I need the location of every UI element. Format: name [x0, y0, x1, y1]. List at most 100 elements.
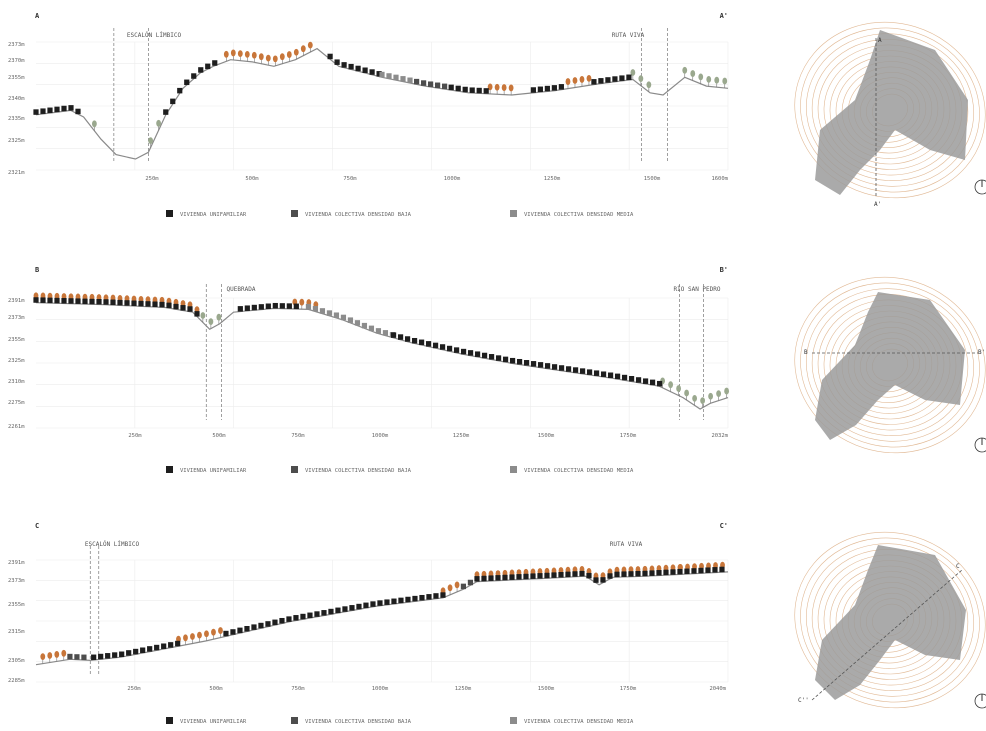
building-colectiva-media — [407, 78, 412, 84]
tree-icon — [722, 78, 727, 88]
building-unifamiliar — [112, 652, 117, 658]
building-unifamiliar — [619, 75, 624, 81]
building-unifamiliar — [349, 605, 354, 611]
building-unifamiliar — [223, 631, 228, 637]
legend-label-unifamiliar: VIVIENDA UNIFAMILIAR — [180, 468, 247, 474]
building-unifamiliar — [719, 567, 724, 573]
building-unifamiliar — [481, 576, 486, 582]
tree-crown — [294, 49, 299, 56]
building-unifamiliar — [552, 85, 557, 91]
tree-crown — [231, 50, 236, 57]
y-tick: 2305m — [8, 658, 25, 664]
tree-crown — [722, 78, 727, 85]
building-colectiva-media — [355, 320, 360, 326]
building-unifamiliar — [300, 614, 305, 620]
building-colectiva-media — [327, 310, 332, 316]
building-unifamiliar — [238, 306, 243, 312]
section-start-label: A — [35, 12, 40, 20]
legend-label-unifamiliar: VIVIENDA UNIFAMILIAR — [180, 719, 247, 725]
tree-crown — [700, 397, 705, 404]
building-colectiva-media — [334, 312, 339, 318]
building-unifamiliar — [440, 344, 445, 350]
annotation-ruta-viva: RUTA VIVA — [610, 541, 643, 548]
annotation-escalon: ESCALÓN LÍMBICO — [127, 31, 182, 39]
tree-crown — [183, 634, 188, 641]
tree-icon — [502, 84, 507, 94]
building-unifamiliar — [370, 601, 375, 607]
x-tick: 250m — [128, 433, 142, 439]
tree-icon — [197, 632, 202, 642]
y-tick: 2325m — [8, 138, 25, 144]
tree-crown — [301, 45, 306, 52]
building-unifamiliar — [545, 86, 550, 92]
building-unifamiliar — [544, 573, 549, 579]
tree-crown — [580, 76, 585, 83]
legend: VIVIENDA UNIFAMILIAR VIVIENDA COLECTIVA … — [166, 210, 634, 218]
building-colectiva-baja — [67, 654, 72, 660]
building-unifamiliar — [187, 306, 192, 312]
x-tick: 1250m — [453, 433, 470, 439]
building-unifamiliar — [98, 654, 103, 660]
building-unifamiliar — [510, 358, 515, 364]
y-tick: 2261m — [8, 424, 25, 430]
building-unifamiliar — [205, 64, 210, 70]
building-unifamiliar — [663, 570, 668, 576]
tree-crown — [682, 67, 687, 74]
building-unifamiliar — [377, 600, 382, 606]
y-tick: 2355m — [8, 75, 25, 81]
legend-label-unifamiliar: VIVIENDA UNIFAMILIAR — [180, 212, 247, 218]
tree-icon — [294, 49, 299, 59]
y-tick: 2315m — [8, 629, 25, 635]
building-unifamiliar — [61, 106, 66, 112]
tree-icon — [495, 84, 500, 94]
building-unifamiliar — [356, 66, 361, 72]
x-tick: 250m — [127, 686, 141, 692]
tree-crown — [566, 78, 571, 85]
x-tick: 2040m — [709, 686, 726, 692]
legend-swatch-colectiva-media — [510, 210, 517, 217]
building-unifamiliar — [456, 86, 461, 92]
legend: VIVIENDA UNIFAMILIAR VIVIENDA COLECTIVA … — [166, 717, 634, 725]
building-unifamiliar — [103, 299, 108, 305]
building-unifamiliar — [133, 649, 138, 655]
building-unifamiliar — [126, 650, 131, 656]
section-end-label: A' — [720, 12, 728, 20]
building-unifamiliar — [173, 304, 178, 310]
building-colectiva-baja — [461, 584, 466, 590]
tree-icon — [40, 653, 45, 663]
building-unifamiliar — [495, 575, 500, 581]
tree-icon — [245, 51, 250, 61]
building-unifamiliar — [558, 572, 563, 578]
building-unifamiliar — [433, 593, 438, 599]
x-tick: 1250m — [455, 686, 472, 692]
building-unifamiliar — [161, 643, 166, 649]
tree-crown — [216, 314, 221, 321]
building-unifamiliar — [328, 54, 333, 60]
building-unifamiliar — [342, 62, 347, 68]
building-unifamiliar — [712, 567, 717, 573]
tree-crown — [684, 390, 689, 397]
x-tick: 1600m — [711, 176, 728, 182]
building-unifamiliar — [96, 299, 101, 305]
building-unifamiliar — [391, 332, 396, 338]
tree-crown — [208, 318, 213, 325]
tree-icon — [218, 627, 223, 637]
x-tick: 750m — [291, 433, 305, 439]
building-unifamiliar — [670, 569, 675, 575]
building-unifamiliar — [75, 298, 80, 304]
building-unifamiliar — [307, 613, 312, 619]
building-unifamiliar — [531, 361, 536, 367]
building-unifamiliar — [294, 304, 299, 310]
building-unifamiliar — [89, 299, 94, 305]
building-unifamiliar — [649, 570, 654, 576]
building-unifamiliar — [607, 573, 612, 579]
legend-label-colectiva-media: VIVIENDA COLECTIVA DENSIDAD MEDIA — [524, 212, 634, 218]
building-unifamiliar — [496, 355, 501, 361]
y-tick: 2285m — [8, 678, 25, 684]
building-unifamiliar — [656, 570, 661, 576]
building-unifamiliar — [314, 611, 319, 617]
x-tick: 1000m — [372, 433, 389, 439]
building-unifamiliar — [286, 616, 291, 622]
y-axis: 2391m 2373m 2355m 2325m 2310m 2275m 2261… — [8, 298, 25, 430]
